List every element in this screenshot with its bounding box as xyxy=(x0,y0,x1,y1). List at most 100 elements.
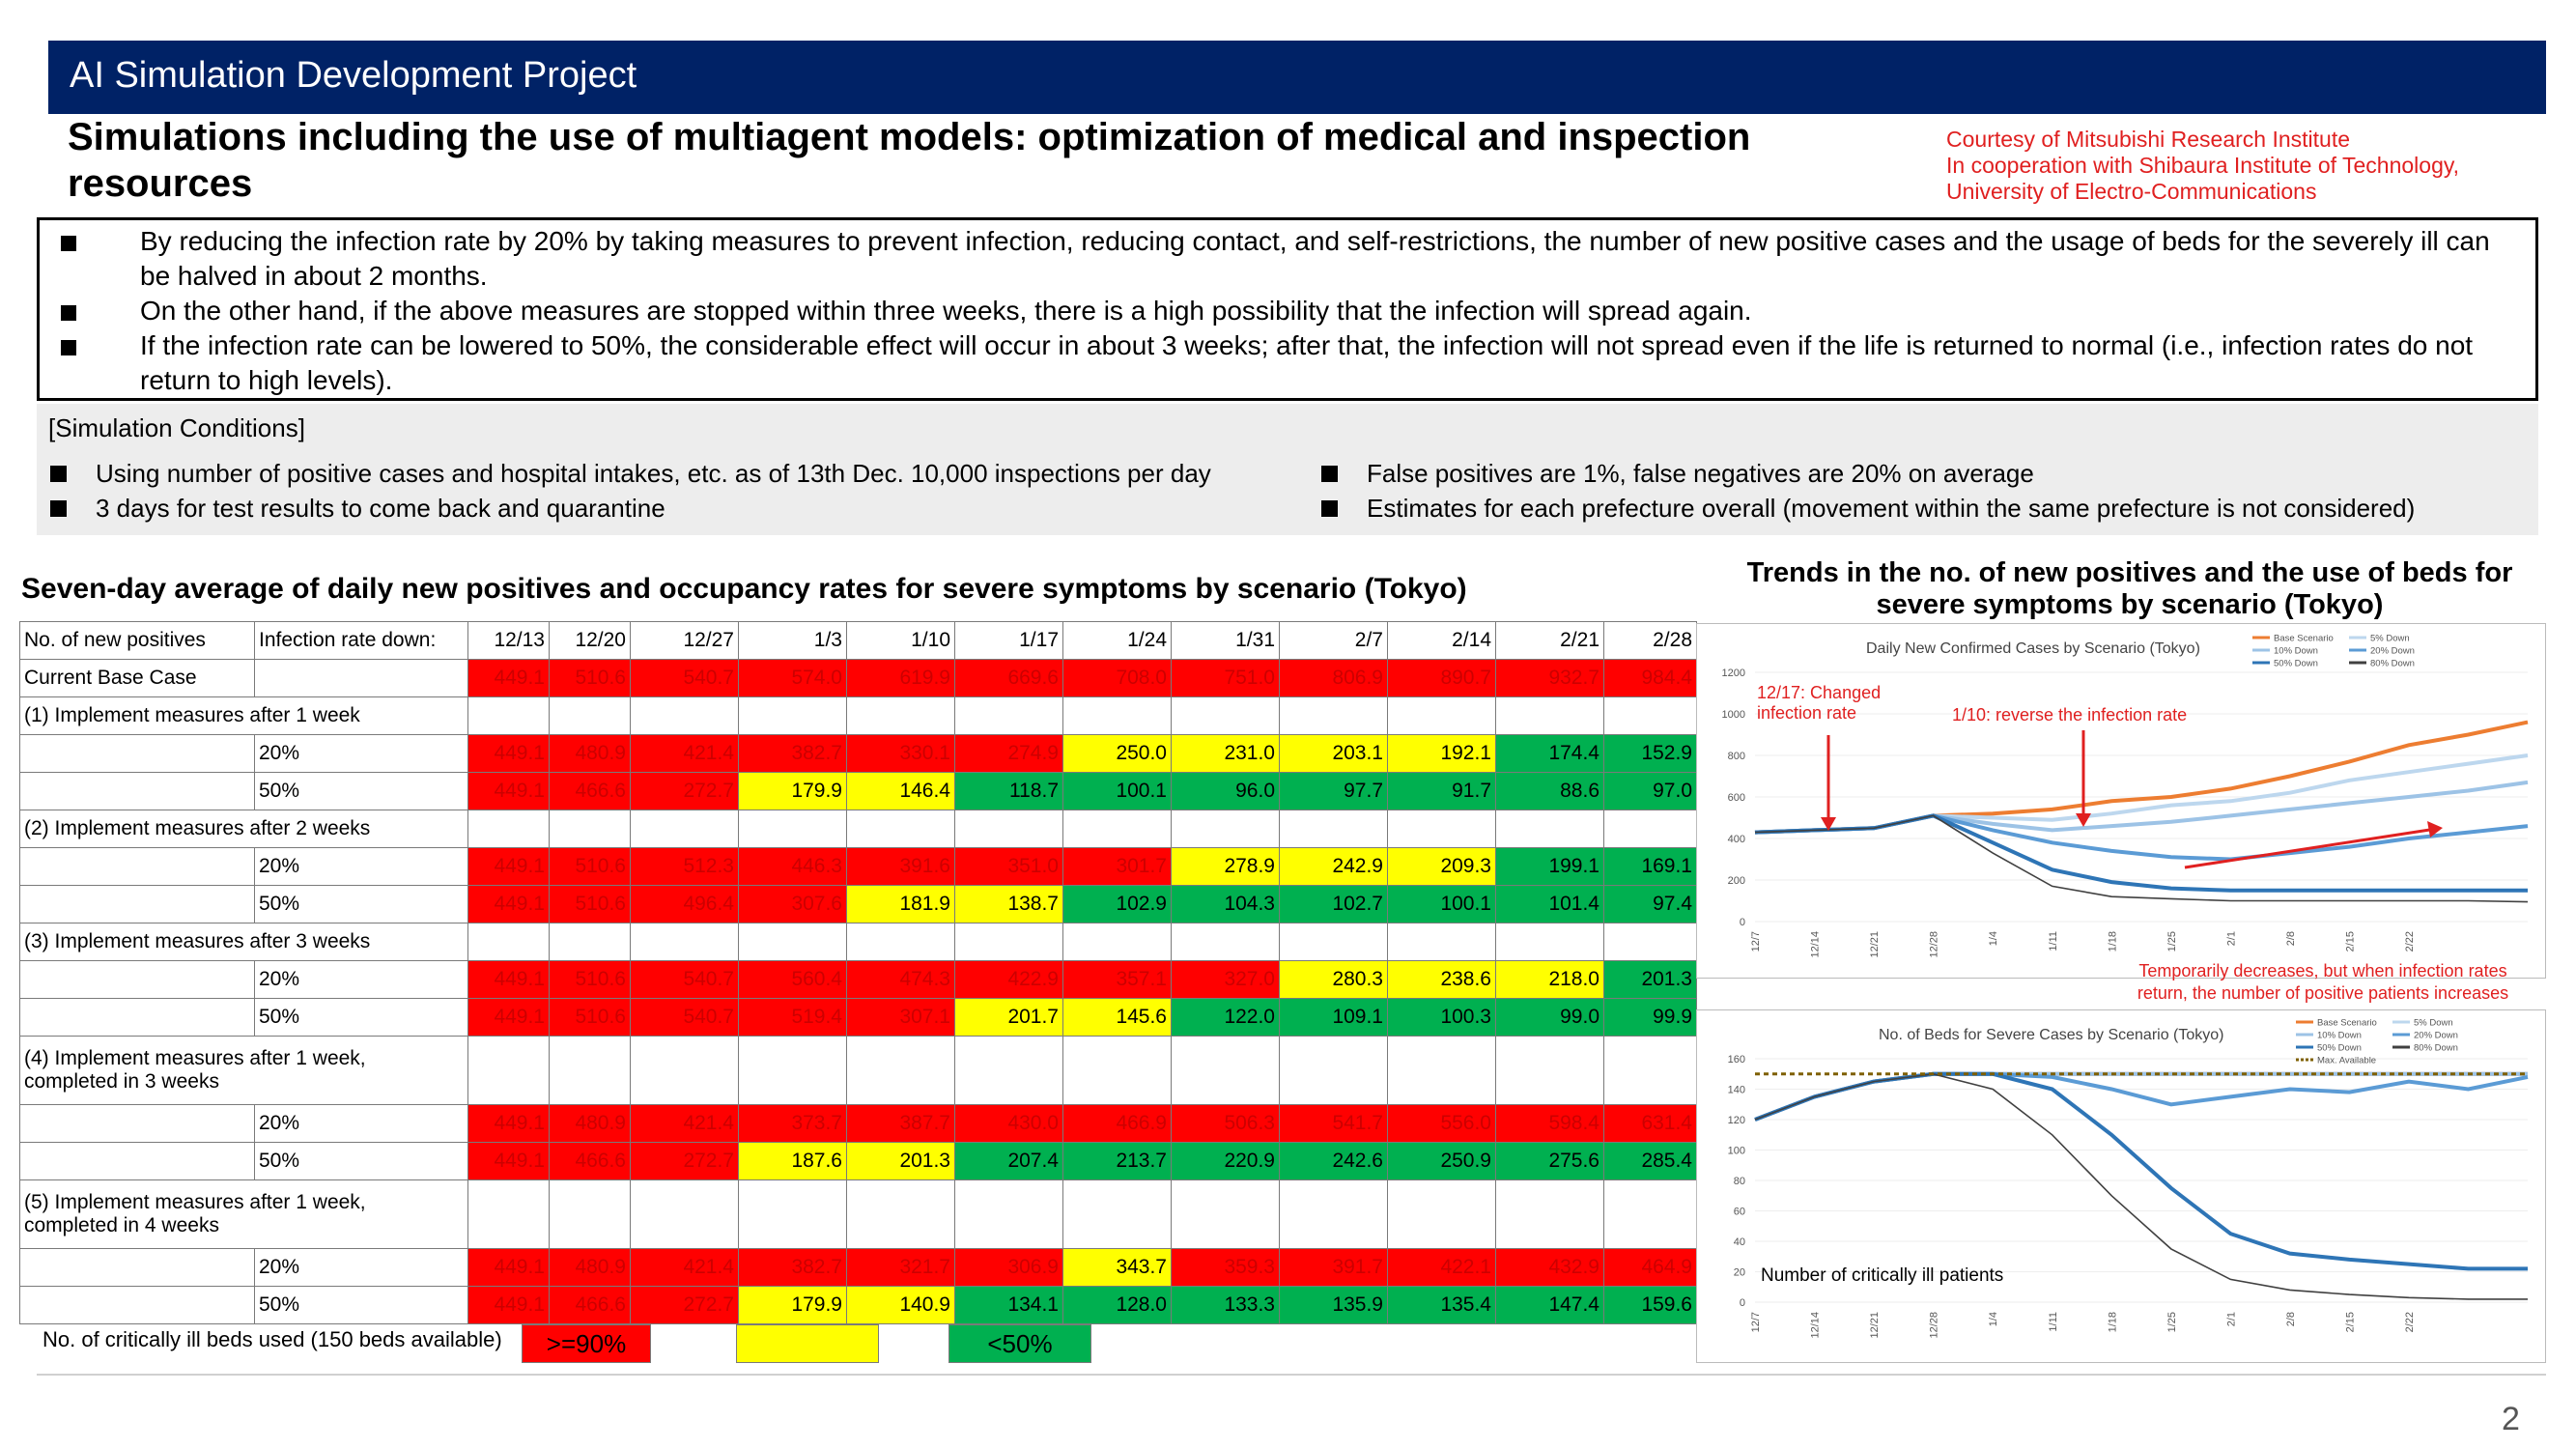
value-cell: 466.6 xyxy=(549,1142,631,1180)
value-cell: 242.6 xyxy=(1279,1142,1388,1180)
value-cell: 619.9 xyxy=(846,659,955,697)
page-subtitle: Simulations including the use of multiag… xyxy=(68,116,1751,205)
empty-cell xyxy=(1062,1036,1172,1105)
empty-cell xyxy=(1603,696,1697,735)
value-cell: 220.9 xyxy=(1171,1142,1280,1180)
value-cell: 464.9 xyxy=(1603,1248,1697,1287)
date-header: 2/21 xyxy=(1495,621,1604,660)
value-cell: 540.7 xyxy=(630,998,739,1037)
x-tick-label: 1/18 xyxy=(2107,1312,2118,1332)
y-tick-label: 160 xyxy=(1728,1054,1745,1065)
row-sub-label: 50% xyxy=(254,885,468,923)
value-cell: 327.0 xyxy=(1171,960,1280,999)
y-tick-label: 100 xyxy=(1728,1146,1745,1157)
value-cell: 96.0 xyxy=(1171,772,1280,810)
value-cell: 100.1 xyxy=(1387,885,1496,923)
value-cell: 631.4 xyxy=(1603,1104,1697,1143)
x-tick-label: 1/11 xyxy=(2048,1312,2059,1332)
value-cell: 231.0 xyxy=(1171,734,1280,773)
value-cell: 275.6 xyxy=(1495,1142,1604,1180)
value-cell: 466.6 xyxy=(549,772,631,810)
value-cell: 134.1 xyxy=(954,1286,1063,1324)
legend-entry: Base Scenario xyxy=(2317,1018,2377,1029)
group-header-row: (3) Implement measures after 3 weeks xyxy=(19,923,1697,961)
value-cell: 250.9 xyxy=(1387,1142,1496,1180)
header-cell: Infection rate down: xyxy=(254,621,468,660)
legend-yellow-box xyxy=(736,1324,879,1363)
value-cell: 135.9 xyxy=(1279,1286,1388,1324)
group-label: (3) Implement measures after 3 weeks xyxy=(19,923,468,961)
group-header-row: (4) Implement measures after 1 week, com… xyxy=(19,1036,1697,1105)
value-cell: 192.1 xyxy=(1387,734,1496,773)
y-tick-label: 400 xyxy=(1728,834,1745,845)
value-cell: 598.4 xyxy=(1495,1104,1604,1143)
empty-cell xyxy=(954,696,1063,735)
value-cell: 421.4 xyxy=(630,734,739,773)
empty-cell xyxy=(1279,923,1388,961)
value-cell: 201.3 xyxy=(1603,960,1697,999)
empty-cell xyxy=(1495,696,1604,735)
value-cell: 100.3 xyxy=(1387,998,1496,1037)
table-row: Current Base Case 449.1 510.6 540.7 574.0 619… xyxy=(19,659,1697,697)
legend-entry: 5% Down xyxy=(2370,634,2410,644)
x-tick-label: 2/15 xyxy=(2344,931,2356,952)
empty-cell xyxy=(1171,1179,1280,1249)
empty-cell xyxy=(630,923,739,961)
legend-entry: 5% Down xyxy=(2414,1018,2453,1029)
value-cell: 540.7 xyxy=(630,659,739,697)
empty-cell xyxy=(738,1036,847,1105)
value-cell: 560.4 xyxy=(738,960,847,999)
value-cell: 238.6 xyxy=(1387,960,1496,999)
courtesy-line: Courtesy of Mitsubishi Research Institut… xyxy=(1946,127,2351,152)
empty-cell xyxy=(1279,1179,1388,1249)
value-cell: 250.0 xyxy=(1062,734,1172,773)
empty-cell xyxy=(1603,923,1697,961)
value-cell: 306.9 xyxy=(954,1248,1063,1287)
value-cell: 104.3 xyxy=(1171,885,1280,923)
y-tick-label: 0 xyxy=(1740,917,1745,928)
value-cell: 496.4 xyxy=(630,885,739,923)
value-cell: 806.9 xyxy=(1279,659,1388,697)
new-cases-chart: Daily New Confirmed Cases by Scenario (T… xyxy=(1696,623,2546,979)
value-cell: 152.9 xyxy=(1603,734,1697,773)
annotation-critically-ill: Number of critically ill patients xyxy=(1761,1265,2003,1286)
date-header: 1/24 xyxy=(1062,621,1172,660)
y-tick-label: 200 xyxy=(1728,875,1745,887)
date-header: 1/31 xyxy=(1171,621,1280,660)
value-cell: 984.4 xyxy=(1603,659,1697,697)
value-cell: 466.6 xyxy=(549,1286,631,1324)
value-cell: 201.3 xyxy=(846,1142,955,1180)
value-cell: 213.7 xyxy=(1062,1142,1172,1180)
row-sub-label: 50% xyxy=(254,1286,468,1324)
y-tick-label: 60 xyxy=(1734,1207,1745,1218)
row-sub-label xyxy=(254,659,468,697)
empty-cell xyxy=(19,885,255,923)
x-tick-label: 2/22 xyxy=(2404,1312,2416,1332)
courtesy-note: Courtesy of Mitsubishi Research Institut… xyxy=(1946,127,2564,205)
table-row: 20% 449.1 510.6 540.7 560.4 474.3 422.9 357.1 32… xyxy=(19,960,1697,999)
value-cell: 97.7 xyxy=(1279,772,1388,810)
value-cell: 272.7 xyxy=(630,772,739,810)
legend-entry: 10% Down xyxy=(2317,1031,2362,1041)
empty-cell xyxy=(549,696,631,735)
value-cell: 280.3 xyxy=(1279,960,1388,999)
square-bullet-icon xyxy=(1321,500,1338,517)
empty-cell xyxy=(846,810,955,848)
value-cell: 102.9 xyxy=(1062,885,1172,923)
charts-title: Trends in the no. of new positives and t… xyxy=(1746,557,2513,620)
empty-cell xyxy=(549,1036,631,1105)
value-cell: 133.3 xyxy=(1171,1286,1280,1324)
empty-cell xyxy=(467,1179,550,1249)
value-cell: 480.9 xyxy=(549,1248,631,1287)
value-cell: 91.7 xyxy=(1387,772,1496,810)
value-cell: 99.9 xyxy=(1603,998,1697,1037)
header-bar: AI Simulation Development Project xyxy=(48,41,2546,114)
value-cell: 357.1 xyxy=(1062,960,1172,999)
row-sub-label: 20% xyxy=(254,960,468,999)
date-header: 1/10 xyxy=(846,621,955,660)
square-bullet-icon xyxy=(61,305,76,321)
empty-cell xyxy=(1171,923,1280,961)
value-cell: 890.7 xyxy=(1387,659,1496,697)
value-cell: 391.7 xyxy=(1279,1248,1388,1287)
group-label: (2) Implement measures after 2 weeks xyxy=(19,810,468,848)
